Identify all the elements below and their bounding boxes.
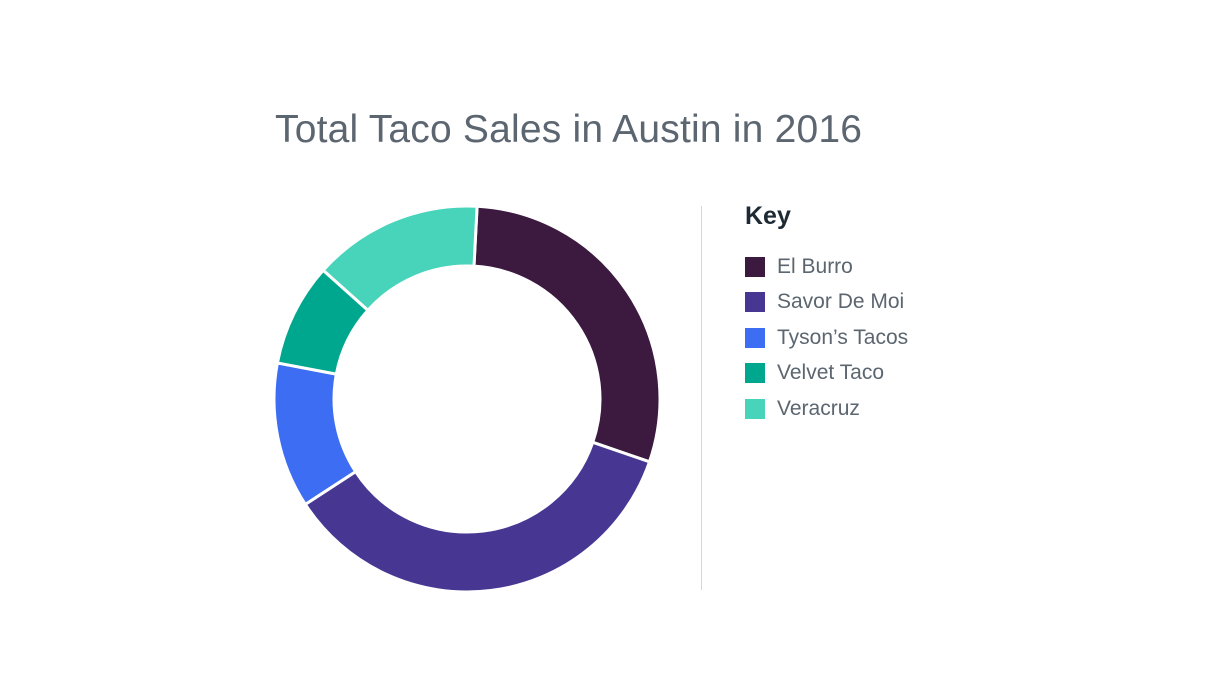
donut-chart xyxy=(272,204,662,594)
legend-swatch xyxy=(745,327,765,348)
legend-item: Veracruz xyxy=(745,391,908,427)
legend-divider xyxy=(701,206,702,590)
chart-title: Total Taco Sales in Austin in 2016 xyxy=(275,108,863,151)
legend-item: Savor De Moi xyxy=(745,285,908,321)
legend-label: Veracruz xyxy=(777,396,860,420)
donut-slice-savor-de-moi xyxy=(303,440,651,594)
legend-label: El Burro xyxy=(777,254,853,278)
donut-slice-veracruz xyxy=(321,204,479,312)
legend-label: Savor De Moi xyxy=(777,290,905,314)
legend-swatch xyxy=(745,363,765,384)
legend-items: El Burro Savor De Moi Tyson’s Tacos Velvet … xyxy=(745,249,908,427)
legend-title: Key xyxy=(745,202,791,230)
legend-label: Tyson’s Tacos xyxy=(777,325,909,349)
donut-slice-el-burro xyxy=(472,204,662,464)
legend: Key El Burro Savor De Moi Tyson’s Tacos Vel… xyxy=(745,202,908,427)
legend-item: Velvet Taco xyxy=(745,356,908,392)
legend-label: Velvet Taco xyxy=(777,361,885,385)
legend-item: Tyson’s Tacos xyxy=(745,320,908,356)
legend-swatch xyxy=(745,256,765,277)
legend-swatch xyxy=(745,292,765,313)
legend-item: El Burro xyxy=(745,249,908,285)
legend-swatch xyxy=(745,398,765,419)
